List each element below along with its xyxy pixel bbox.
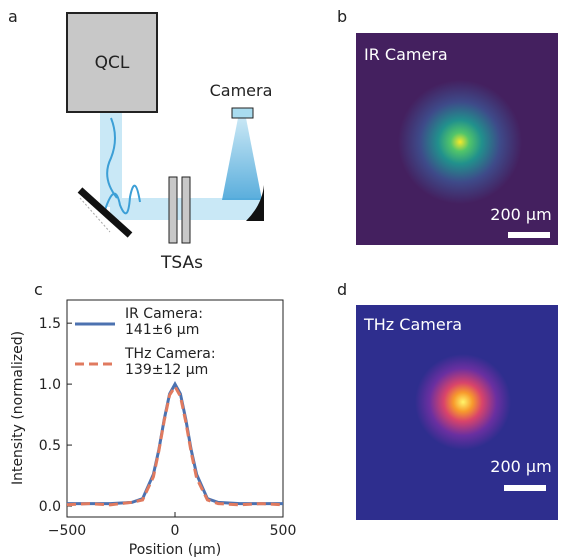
- setup-diagram: QCL Camera TSAs: [67, 13, 272, 273]
- camera-label: Camera: [210, 81, 273, 100]
- scale-bar: [504, 485, 546, 491]
- tsa-label: TSAs: [160, 253, 203, 273]
- legend-label: THz Camera:139±12 µm: [124, 346, 216, 378]
- qcl-label: QCL: [95, 53, 130, 73]
- scale-bar-label: 200 µm: [490, 457, 551, 476]
- thz-spot: [415, 354, 511, 450]
- figure: a b c d QCL Camera TSAs IR Camera 200 µm…: [0, 0, 567, 560]
- tsa: [182, 177, 190, 243]
- tsa: [169, 177, 177, 243]
- panel-label: a: [8, 7, 18, 26]
- panel-label: b: [337, 7, 347, 26]
- y-tick-label: 1.0: [39, 377, 61, 393]
- scale-bar: [508, 232, 550, 238]
- scale-bar-label: 200 µm: [490, 205, 551, 224]
- image-title: IR Camera: [364, 45, 448, 64]
- y-tick-label: 0.0: [39, 499, 61, 515]
- y-tick-label: 0.5: [39, 438, 61, 454]
- x-axis-label: Position (µm): [129, 542, 221, 558]
- panel-label: c: [34, 280, 43, 299]
- y-tick-label: 1.5: [39, 316, 61, 332]
- x-tick-label: 500: [270, 523, 297, 539]
- y-axis-label: Intensity (normalized): [10, 331, 26, 485]
- camera-box: [232, 108, 253, 118]
- beam-cone: [222, 118, 262, 200]
- x-tick-label: 0: [171, 523, 180, 539]
- series-line: [67, 387, 283, 505]
- series-line: [67, 384, 283, 503]
- image-title: THz Camera: [363, 315, 462, 334]
- x-tick-label: −500: [48, 523, 86, 539]
- ir-spot: [398, 80, 522, 204]
- panel-label: d: [337, 280, 347, 299]
- legend-label: IR Camera:141±6 µm: [125, 306, 203, 338]
